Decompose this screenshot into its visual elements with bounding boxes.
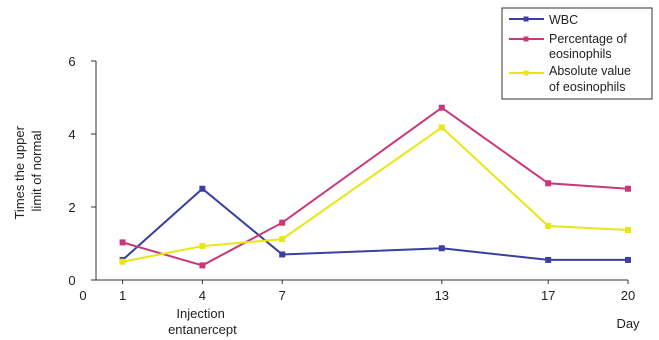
series-line-wbc (121, 187, 628, 261)
data-point (279, 236, 286, 243)
data-point (625, 256, 631, 263)
x-axis-title: Day (616, 316, 640, 331)
x-tick-label: 4 (199, 288, 206, 303)
series-layer (119, 104, 631, 269)
legend: WBC Percentage of eosinophils Absolute v… (501, 7, 653, 100)
x-axis-ticks: 0 1 4 7 13 17 20 (79, 280, 635, 303)
data-point (438, 104, 445, 111)
series-line-abs-eosinophils (122, 126, 629, 263)
data-point (438, 124, 445, 131)
y-axis-title: Times the upper limit of normal (12, 122, 44, 219)
data-point (119, 239, 126, 246)
legend-abs-eosinophils-line-2: of eosinophils (549, 80, 625, 94)
x-tick-label: 1 (119, 288, 126, 303)
y-axis-title-line-1: Times the upper (12, 125, 27, 219)
x-tick-label: 20 (621, 288, 635, 303)
legend-abs-eosinophils-marker (523, 70, 529, 76)
data-point (119, 258, 126, 265)
y-tick-label: 2 (68, 200, 75, 215)
legend-pct-eosinophils-marker (523, 36, 529, 42)
data-point (545, 256, 552, 263)
data-point (279, 251, 286, 258)
data-point (199, 185, 206, 192)
data-point (625, 185, 631, 192)
legend-box (501, 7, 653, 100)
data-point (199, 262, 206, 269)
legend-wbc-label: WBC (549, 13, 578, 27)
y-tick-label: 6 (68, 54, 75, 69)
y-tick-label: 4 (68, 127, 75, 142)
legend-pct-eosinophils-line-1: Percentage of (549, 32, 627, 46)
data-point (545, 222, 552, 229)
injection-annotation: Injection entanercept (168, 306, 237, 337)
x-tick-label: 7 (279, 288, 286, 303)
data-point (438, 245, 445, 252)
x-tick-label: 13 (435, 288, 449, 303)
annotation-line-1: Injection (176, 306, 224, 321)
legend-wbc-marker (523, 16, 529, 22)
x-tick-label: 0 (79, 288, 86, 303)
annotation-line-2: entanercept (168, 322, 237, 337)
y-axis-ticks: 0 2 4 6 (68, 54, 96, 288)
series-line-pct-eosinophils (122, 106, 629, 267)
data-point (199, 243, 206, 250)
data-point (545, 180, 552, 187)
x-tick-label: 17 (541, 288, 555, 303)
legend-pct-eosinophils-label: Percentage of eosinophils (549, 32, 630, 61)
data-point (279, 219, 286, 226)
legend-abs-eosinophils-line-1: Absolute value (549, 64, 631, 78)
y-axis-title-line-2: limit of normal (29, 130, 44, 211)
series-abs-eosinophils (119, 124, 631, 265)
legend-pct-eosinophils-line-2: eosinophils (549, 47, 612, 61)
series-wbc (119, 185, 631, 263)
y-tick-label: 0 (68, 273, 75, 288)
series-pct-eosinophils (119, 104, 631, 269)
legend-abs-eosinophils-label: Absolute value of eosinophils (549, 64, 635, 94)
data-point (625, 226, 631, 233)
